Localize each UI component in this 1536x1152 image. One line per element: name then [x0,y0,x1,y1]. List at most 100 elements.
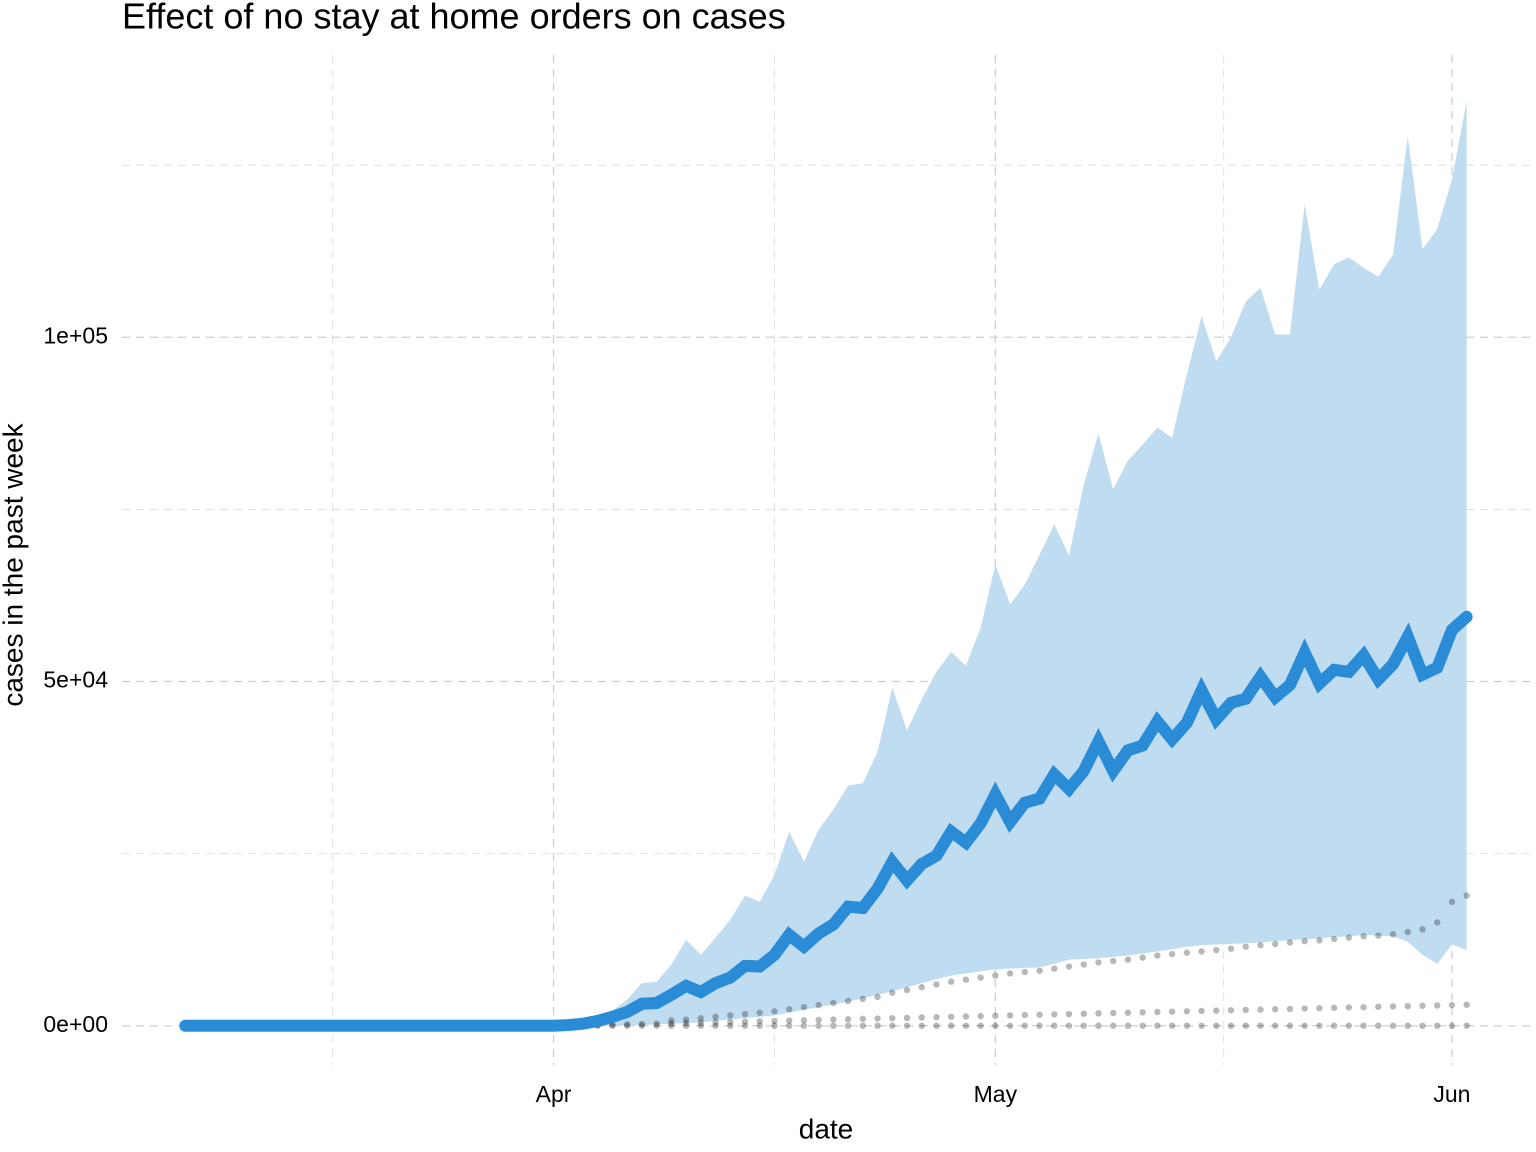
point [1154,1022,1161,1029]
point [947,1022,955,1029]
point [1419,1022,1426,1029]
point [756,1018,763,1025]
point [1330,1004,1338,1012]
point [712,1013,719,1021]
point [1213,946,1220,954]
point [1272,1006,1279,1013]
point [1065,963,1073,970]
point [918,984,925,991]
point [638,1022,646,1029]
point [727,1012,734,1019]
point [1463,1022,1470,1029]
point [947,1013,955,1021]
point [992,972,999,979]
point [682,1022,690,1029]
point [727,1018,734,1026]
point [1316,1005,1323,1012]
point [1095,959,1102,966]
point [800,1017,808,1024]
point [1213,1007,1220,1014]
point [800,1003,808,1011]
point [977,974,984,981]
point [1036,1022,1043,1029]
point [977,1012,984,1020]
point [1124,956,1132,963]
point [1006,1012,1014,1019]
point [1036,1011,1043,1018]
x-tick-label: May [974,1081,1018,1107]
point [1051,1022,1058,1029]
point [653,1022,660,1029]
point [712,1019,719,1026]
point [1154,1008,1161,1016]
point [1198,1007,1205,1015]
point [1051,965,1058,972]
point [727,1022,734,1029]
point [918,1014,925,1021]
point [830,1022,837,1029]
point [992,1012,999,1019]
point [1080,1022,1087,1029]
point [1006,970,1014,977]
point [756,1009,763,1016]
point [830,999,837,1007]
point [977,1022,984,1029]
point [1109,1022,1117,1029]
point [1183,1008,1191,1015]
point [844,997,852,1005]
point [682,1016,690,1023]
point [1095,1022,1102,1029]
point [1404,928,1411,936]
point [1227,1022,1235,1029]
point [1463,1001,1470,1008]
point [859,1015,867,1023]
point [653,1020,660,1027]
point [1448,1022,1456,1029]
point [1139,954,1146,961]
point [889,1022,896,1029]
point [1448,898,1456,906]
point [962,1013,970,1020]
point [741,1018,749,1025]
point [1168,950,1176,958]
point [859,1022,867,1029]
point [1360,933,1367,940]
point [1301,1022,1308,1029]
point [623,1021,631,1028]
point [756,1022,763,1029]
point [1286,1005,1294,1013]
point [933,1013,940,1021]
point [771,1008,778,1015]
point [800,1022,808,1029]
point [962,976,970,983]
chart-title: Effect of no stay at home orders on case… [122,0,786,37]
point [785,1006,793,1013]
point [815,1001,822,1009]
point [992,1022,999,1029]
point [918,1022,925,1029]
point [962,1022,970,1029]
y-tick-label: 5e+04 [43,667,108,693]
point [947,978,955,985]
point [1109,957,1117,965]
point [1345,934,1353,941]
point [1242,1006,1249,1014]
point [1213,1022,1220,1029]
point [1139,1022,1146,1029]
y-tick-label: 0e+00 [43,1011,108,1037]
point [889,989,896,996]
point [889,1014,896,1022]
point [1168,1022,1176,1029]
point [1198,948,1205,955]
point [874,993,881,1001]
point [1198,1022,1205,1029]
point [933,1022,940,1029]
point [1257,942,1264,949]
point [785,1022,793,1029]
point [1051,1011,1058,1018]
point [1316,937,1323,944]
point [1080,1010,1087,1017]
point [1360,1022,1367,1029]
